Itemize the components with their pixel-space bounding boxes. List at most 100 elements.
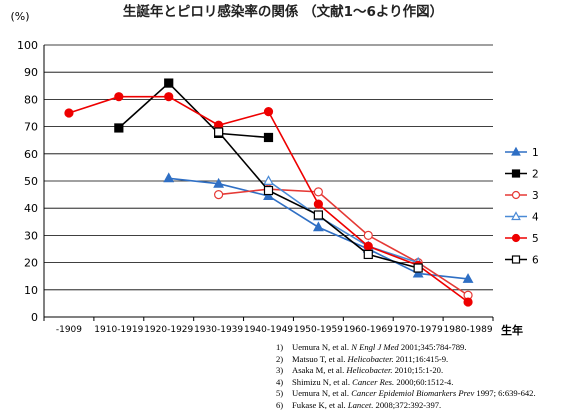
chart: 生誕年とピロリ感染率の関係 （文献1～6より作図） (%) 生年 0102030… [10, 3, 539, 337]
reference-authors: Fukase K, et al. [292, 399, 348, 410]
reference-details: 1997; 6:639-642. [474, 388, 536, 399]
legend-item-2: 2 [505, 169, 539, 181]
reference-number: 4) [276, 376, 284, 387]
reference-details: 2011;16:415-9. [393, 353, 449, 364]
data-point [164, 78, 174, 88]
data-point [312, 221, 324, 232]
x-tick-label: 1910-1919 [94, 325, 143, 335]
reference-number: 5) [276, 388, 284, 399]
data-point [263, 132, 274, 143]
data-point [363, 241, 373, 251]
data-point [214, 127, 224, 137]
data-point [164, 92, 174, 102]
reference-number: 6) [276, 399, 284, 410]
series-2 [114, 78, 274, 143]
reference-list: 1) Uemura N, et al. N Engl J Med 2001;345… [276, 342, 566, 412]
reference-journal: Cancer Epidemiol Biomarkers Prev [351, 388, 475, 399]
data-point [114, 123, 124, 133]
legend-marker [511, 146, 521, 156]
data-point [363, 249, 373, 260]
data-point [64, 108, 74, 118]
data-point [412, 267, 424, 278]
legend-label: 2 [532, 169, 539, 181]
reference-journal: Cancer Res. [352, 376, 395, 387]
y-tick-label: 0 [31, 311, 38, 324]
axes: 0 10 20 30 40 50 60 70 80 90 100 -1909 1910-1919 1920… [17, 39, 494, 335]
reference-journal: N Engl J Med [351, 342, 399, 352]
reference-details: 2000;60:1512-4. [394, 376, 454, 387]
x-tick-label: -1909 [56, 325, 82, 335]
legend-label: 1 [532, 147, 539, 159]
reference-item: 4) Shimizu N, et al. Cancer Res. 2000;60:… [276, 377, 566, 389]
x-axis-label: 生年 [501, 323, 523, 337]
reference-number: 1) [276, 342, 284, 352]
y-tick-label: 90 [24, 66, 38, 79]
data-point [413, 263, 423, 273]
data-point [263, 107, 274, 117]
data-point [114, 92, 124, 102]
data-point [363, 230, 373, 240]
series-6 [214, 127, 423, 273]
data-point [313, 210, 323, 220]
data-point [263, 190, 274, 200]
reference-number: 2) [276, 353, 284, 364]
reference-number: 3) [276, 365, 284, 376]
reference-authors: Uemura N, et al. [292, 388, 352, 399]
reference-authors: Uemura N, et al. [292, 342, 352, 352]
y-tick-label: 40 [24, 202, 38, 215]
reference-journal: Lancet. [347, 399, 374, 410]
legend-marker [511, 190, 521, 200]
chart-title: 生誕年とピロリ感染率の関係 （文献1～6より作図） [123, 3, 443, 20]
x-tick-label: 1940-1949 [244, 325, 293, 335]
legend-label: 6 [532, 255, 539, 267]
y-tick-label: 20 [24, 257, 38, 270]
data-point [263, 185, 274, 196]
reference-authors: Matsuo T, et al. [292, 353, 348, 364]
legend-marker [511, 233, 521, 243]
reference-item: 5) Uemura N, et al. Cancer Epidemiol Biom… [276, 388, 566, 400]
y-tick-label: 50 [24, 175, 38, 188]
y-tick-label: 70 [24, 121, 38, 134]
series-line [218, 188, 469, 296]
data-point [263, 175, 274, 185]
data-point [313, 199, 323, 209]
gridlines [44, 44, 493, 291]
x-tick-label: 1980-1989 [444, 325, 493, 335]
series-1 [163, 172, 474, 283]
reference-item: 6) Fukase K, et al. Lancet. 2008;372:392-… [276, 400, 566, 412]
reference-item: 1) Uemura N, et al. N Engl J Med 2001;345… [276, 342, 566, 354]
x-tick-label: 1950-1959 [294, 325, 343, 335]
legend-item-3: 3 [505, 190, 539, 202]
data-point [214, 190, 224, 200]
data-point [463, 297, 473, 307]
legend-marker [511, 255, 521, 264]
legend-label: 3 [532, 190, 539, 202]
data-point [213, 177, 225, 188]
y-tick-label: 30 [24, 229, 38, 242]
series-line [268, 180, 419, 264]
legend: 1 2 3 4 5 6 [505, 146, 539, 267]
reference-details: 2001;345:784-789. [398, 342, 467, 352]
series-line [118, 81, 269, 139]
reference-item: 2) Matsuo T, et al. Helicobacter. 2011;16… [276, 354, 566, 366]
legend-marker [511, 211, 521, 221]
legend-item-6: 6 [505, 255, 539, 267]
reference-journal: Helicobacter. [347, 353, 394, 364]
legend-marker [511, 169, 521, 178]
reference-details: 2008;372:392-397. [373, 399, 442, 410]
legend-item-1: 1 [505, 146, 539, 159]
reference-journal: Helicobacter. [346, 365, 393, 376]
legend-item-5: 5 [505, 233, 539, 245]
reference-details: 2010;15:1-20. [392, 365, 444, 376]
x-tick-label: 1960-1969 [344, 325, 393, 335]
data-point [163, 172, 175, 183]
y-tick-label: 100 [17, 39, 38, 52]
legend-label: 5 [532, 233, 539, 245]
data-series [64, 78, 474, 307]
x-tick-label: 1930-1939 [194, 325, 243, 335]
reference-authors: Shimizu N, et al. [292, 376, 353, 387]
y-tick-label: 60 [24, 148, 38, 161]
y-axis-label: (%) [10, 10, 29, 23]
data-point [313, 187, 323, 197]
legend-item-4: 4 [505, 211, 539, 224]
